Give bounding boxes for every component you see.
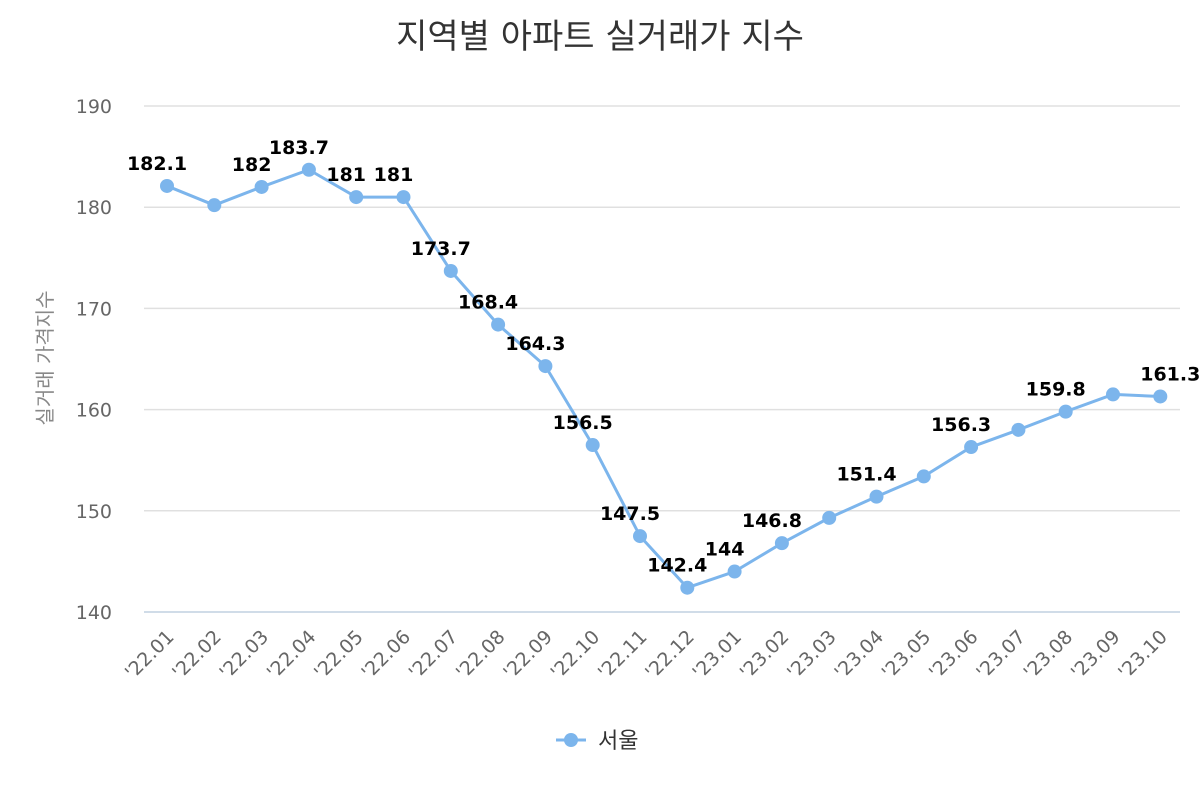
x-tick-label: '22.05 — [310, 626, 368, 684]
data-label: 144 — [705, 539, 745, 561]
data-label: 142.4 — [647, 555, 707, 577]
data-point[interactable] — [633, 529, 647, 544]
legend-marker — [564, 733, 578, 747]
data-label: 173.7 — [411, 238, 471, 260]
y-tick-label: 170 — [76, 298, 112, 320]
data-point[interactable] — [585, 438, 600, 453]
data-label: 164.3 — [505, 333, 565, 355]
legend[interactable]: 서울 — [556, 729, 638, 754]
x-tick-label: '22.04 — [263, 626, 321, 684]
x-tick-label: '22.06 — [357, 626, 415, 684]
data-point[interactable] — [443, 263, 458, 278]
y-tick-label: 150 — [76, 501, 112, 523]
x-tick-label: '22.10 — [547, 626, 605, 684]
x-tick-label: '22.02 — [168, 626, 226, 684]
data-point[interactable] — [349, 190, 364, 205]
data-point[interactable] — [964, 440, 979, 455]
data-point[interactable] — [916, 469, 931, 484]
data-label: 183.7 — [269, 137, 329, 159]
x-tick-label: '23.02 — [736, 626, 794, 684]
x-tick-label: '23.01 — [688, 626, 746, 684]
x-tick-label: '22.11 — [594, 626, 652, 684]
data-point[interactable] — [301, 162, 316, 177]
data-point[interactable] — [254, 179, 269, 194]
x-tick-label: '23.03 — [783, 626, 841, 684]
data-label: 147.5 — [600, 503, 660, 525]
data-point[interactable] — [774, 536, 789, 551]
x-tick-label: '23.05 — [878, 626, 936, 684]
series-group — [160, 162, 1168, 595]
data-point[interactable] — [680, 580, 695, 595]
data-point[interactable] — [396, 190, 411, 205]
data-point[interactable] — [1011, 422, 1026, 437]
x-tick-label: '23.04 — [830, 626, 888, 684]
data-label: 151.4 — [836, 464, 896, 486]
data-label: 181 — [326, 164, 366, 186]
x-tick-label: '22.08 — [452, 626, 510, 684]
data-point[interactable] — [1153, 389, 1168, 404]
data-point[interactable] — [538, 359, 553, 374]
data-label: 146.8 — [742, 510, 802, 532]
data-label: 159.8 — [1026, 379, 1086, 401]
data-point[interactable] — [1106, 387, 1120, 402]
data-point[interactable] — [160, 178, 174, 193]
y-tick-label: 160 — [76, 400, 112, 422]
y-axis-ticks: 140 150 160 170 180 190 — [76, 96, 112, 624]
x-tick-label: '23.08 — [1020, 626, 1078, 684]
legend-label[interactable]: 서울 — [598, 729, 638, 754]
x-tick-label: '22.12 — [641, 626, 699, 684]
x-axis-ticks: '22.01'22.02'22.03'22.04'22.05'22.06'22.… — [121, 626, 1172, 684]
y-tick-label: 140 — [76, 602, 112, 624]
y-axis-label: 실거래 가격지수 — [33, 290, 57, 425]
data-label: 181 — [374, 164, 414, 186]
data-label: 161.3 — [1140, 363, 1200, 385]
data-point[interactable] — [869, 489, 884, 504]
x-tick-label: '22.07 — [405, 626, 463, 684]
data-point[interactable] — [207, 198, 222, 213]
data-label: 168.4 — [458, 292, 518, 314]
data-point[interactable] — [727, 564, 742, 579]
data-label: 156.5 — [553, 412, 613, 434]
data-label: 156.3 — [931, 414, 991, 436]
y-tick-label: 180 — [76, 197, 112, 219]
data-label: 182 — [232, 154, 272, 176]
x-tick-label: '22.09 — [499, 626, 557, 684]
data-point[interactable] — [491, 317, 506, 332]
y-tick-label: 190 — [76, 96, 112, 118]
series-line-seoul — [166, 168, 1161, 590]
x-tick-label: '23.09 — [1067, 626, 1125, 684]
x-tick-label: '23.07 — [972, 626, 1030, 684]
x-tick-label: '22.01 — [121, 626, 179, 684]
x-tick-label: '23.10 — [1114, 626, 1172, 684]
data-point[interactable] — [1058, 404, 1073, 419]
data-label: 182.1 — [127, 153, 187, 175]
x-tick-label: '22.03 — [215, 626, 273, 684]
x-tick-label: '23.06 — [925, 626, 983, 684]
data-point[interactable] — [822, 510, 837, 525]
chart-title: 지역별 아파트 실거래가 지수 — [396, 17, 804, 57]
grid-lines — [144, 105, 1180, 613]
